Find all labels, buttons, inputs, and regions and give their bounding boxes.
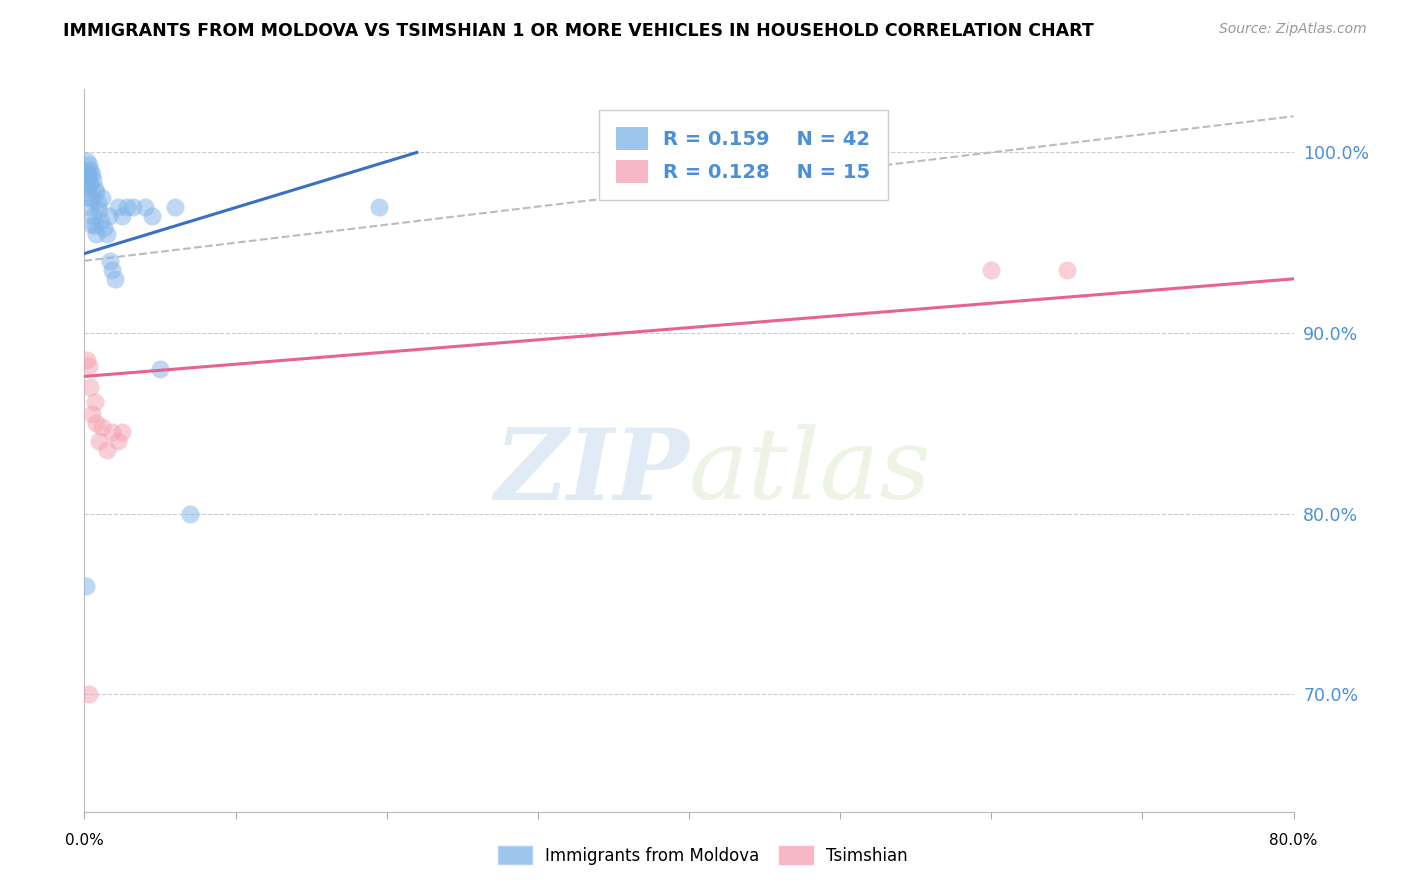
Point — [77, 190, 100, 204]
Point — [980, 262, 1002, 277]
Point — [107, 434, 129, 449]
Text: 80.0%: 80.0% — [1270, 833, 1317, 848]
Point — [79, 380, 101, 394]
Point — [75, 579, 97, 593]
Point — [165, 200, 187, 214]
Point — [77, 158, 100, 172]
Point — [179, 507, 201, 521]
Point — [100, 425, 122, 440]
Point — [80, 407, 103, 421]
Point — [89, 434, 111, 449]
Point — [80, 190, 103, 204]
Point — [97, 209, 120, 223]
Point — [79, 200, 101, 214]
Point — [93, 221, 115, 235]
Point — [91, 190, 114, 204]
Point — [96, 227, 118, 241]
Point — [134, 200, 156, 214]
Point — [80, 218, 103, 232]
Point — [84, 181, 107, 195]
Point — [82, 172, 104, 186]
Point — [1056, 262, 1078, 277]
Point — [89, 203, 111, 218]
Point — [84, 394, 107, 409]
Text: Source: ZipAtlas.com: Source: ZipAtlas.com — [1219, 22, 1367, 37]
Text: IMMIGRANTS FROM MOLDOVA VS TSIMSHIAN 1 OR MORE VEHICLES IN HOUSEHOLD CORRELATION: IMMIGRANTS FROM MOLDOVA VS TSIMSHIAN 1 O… — [63, 22, 1094, 40]
Point — [76, 181, 98, 195]
Point — [121, 200, 143, 214]
Point — [111, 209, 134, 223]
Point — [82, 209, 104, 223]
Text: atlas: atlas — [689, 425, 932, 520]
Point — [75, 172, 97, 186]
Point — [80, 167, 103, 181]
Point — [86, 185, 108, 199]
Point — [79, 176, 101, 190]
Text: ZIP: ZIP — [494, 424, 689, 520]
Legend: Immigrants from Moldova, Tsimshian: Immigrants from Moldova, Tsimshian — [491, 838, 915, 873]
Point — [91, 420, 114, 434]
Point — [76, 154, 98, 169]
Point — [77, 178, 100, 192]
Point — [141, 209, 163, 223]
Point — [98, 253, 121, 268]
Point — [77, 687, 100, 701]
Point — [104, 272, 127, 286]
Legend: R = 0.159    N = 42, R = 0.128    N = 15: R = 0.159 N = 42, R = 0.128 N = 15 — [599, 110, 887, 201]
Point — [76, 167, 98, 181]
Point — [368, 200, 391, 214]
Point — [87, 196, 110, 211]
Point — [96, 443, 118, 458]
Point — [111, 425, 134, 440]
Point — [86, 227, 108, 241]
Point — [76, 353, 98, 368]
Point — [79, 163, 101, 178]
Point — [90, 214, 112, 228]
Point — [84, 218, 107, 232]
Point — [115, 200, 138, 214]
Point — [86, 417, 108, 431]
Point — [77, 169, 100, 183]
Point — [75, 163, 97, 178]
Point — [107, 200, 129, 214]
Point — [100, 262, 122, 277]
Point — [77, 359, 100, 373]
Text: 0.0%: 0.0% — [65, 833, 104, 848]
Point — [149, 362, 172, 376]
